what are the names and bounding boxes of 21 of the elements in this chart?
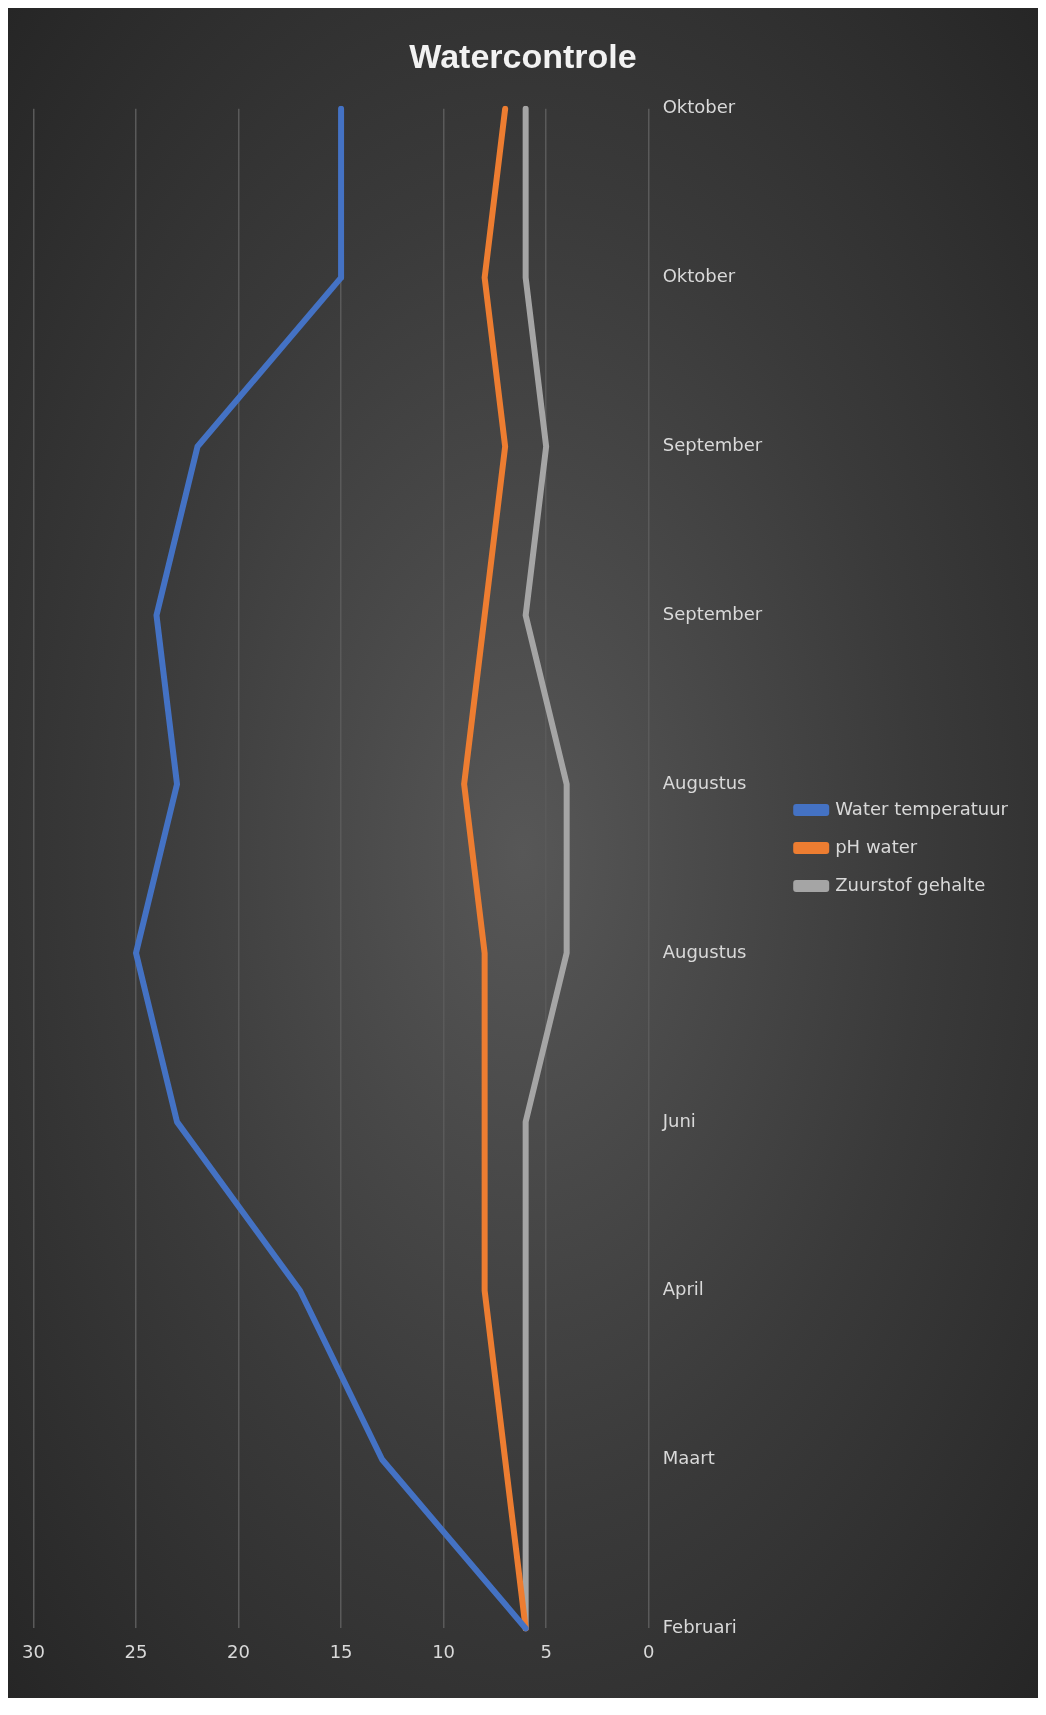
x-tick-label: 10 [432, 1640, 456, 1662]
legend-label: Zuurstof gehalte [835, 873, 986, 895]
y-tick-label: April [662, 1278, 704, 1300]
legend-label: Water temperatuur [835, 797, 1009, 819]
y-tick-label: Oktober [662, 265, 736, 287]
x-tick-label: 25 [124, 1640, 148, 1662]
y-tick-label: Augustus [662, 940, 747, 962]
y-tick-label: Oktober [662, 96, 736, 118]
x-tick-label: 20 [227, 1640, 250, 1662]
y-tick-label: Augustus [662, 771, 747, 793]
y-tick-label: Maart [662, 1447, 715, 1469]
legend-label: pH water [835, 835, 918, 857]
x-tick-label: 5 [540, 1640, 552, 1662]
y-tick-label: September [662, 434, 763, 456]
x-tick-label: 0 [642, 1640, 655, 1662]
y-tick-label: Juni [661, 1109, 696, 1131]
x-tick-label: 15 [329, 1640, 353, 1662]
x-tick-label: 30 [22, 1640, 45, 1662]
chart-title: Watercontrole [409, 36, 637, 75]
y-tick-label: September [662, 603, 763, 625]
y-tick-label: Februari [662, 1616, 737, 1638]
